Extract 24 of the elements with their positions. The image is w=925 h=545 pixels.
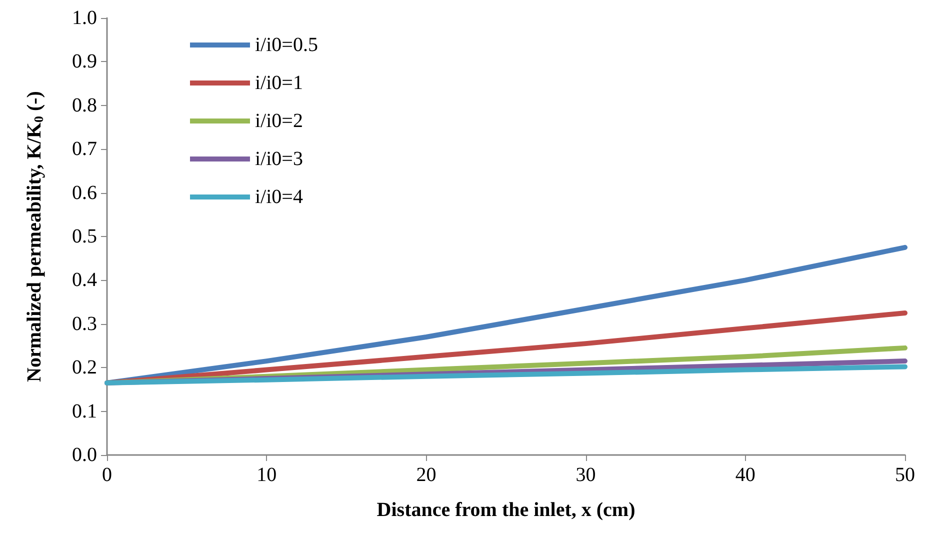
x-tick-label: 30 (576, 464, 596, 486)
legend-label: i/i0=4 (255, 186, 303, 208)
x-tick-label: 40 (735, 464, 756, 486)
y-tick-label: 0.5 (72, 226, 97, 248)
y-tick-label: 0.2 (72, 356, 97, 379)
x-axis-title: Distance from the inlet, x (cm) (376, 499, 636, 521)
y-tick-label: 0.6 (72, 182, 97, 204)
y-tick-label: 0.3 (72, 312, 97, 335)
x-tick-label: 50 (895, 464, 915, 486)
x-tick-label: 20 (416, 464, 436, 486)
y-tick-label: 0.0 (72, 444, 97, 466)
y-tick-label: 0.9 (72, 50, 97, 73)
y-tick-label: 0.1 (72, 400, 97, 422)
x-tick-label: 0 (102, 464, 112, 486)
legend-label: i/i0=3 (255, 148, 303, 170)
x-tick-label: 10 (256, 464, 277, 486)
legend-label: i/i0=0.5 (255, 34, 318, 56)
y-tick-label: 0.7 (72, 138, 97, 160)
legend-label: i/i0=2 (255, 110, 303, 132)
y-tick-label: 1.0 (72, 7, 97, 29)
legend-label: i/i0=1 (255, 72, 303, 94)
y-axis-title: Normalized permeability, K/K0 (-) (24, 91, 46, 382)
y-tick-label: 0.4 (72, 269, 97, 292)
y-tick-label: 0.8 (72, 94, 97, 116)
